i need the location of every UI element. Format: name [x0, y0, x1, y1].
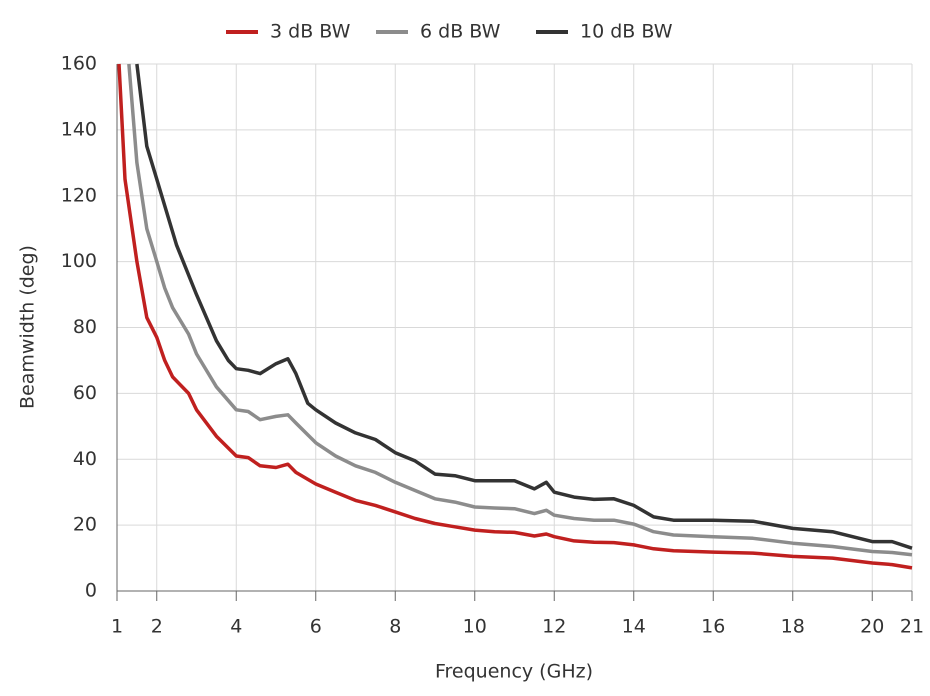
y-tick-label: 160: [61, 53, 97, 75]
y-tick-label: 100: [61, 250, 97, 272]
series-line: [117, 63, 913, 570]
y-tick-label: 140: [61, 118, 97, 140]
x-tick-label: 4: [230, 616, 242, 638]
y-tick-label: 20: [73, 514, 97, 536]
x-tick-label: 6: [310, 616, 322, 638]
x-tick-label: 16: [701, 616, 725, 638]
y-tick-label: 40: [73, 448, 97, 470]
legend-label: 6 dB BW: [420, 21, 501, 43]
x-tick-label: 14: [622, 616, 646, 638]
x-tick-label: 18: [781, 616, 805, 638]
y-tick-label: 120: [61, 184, 97, 206]
x-tick-label: 10: [463, 616, 487, 638]
y-tick-label: 0: [85, 580, 97, 602]
x-axis-label: Frequency (GHz): [435, 661, 593, 683]
y-tick-label: 60: [73, 382, 97, 404]
x-tick-label: 20: [860, 616, 884, 638]
y-axis-label: Beamwidth (deg): [17, 245, 39, 409]
x-tick-label: 21: [900, 616, 924, 638]
x-tick-label: 8: [389, 616, 401, 638]
legend-label: 10 dB BW: [580, 21, 673, 43]
x-tick-label: 12: [542, 616, 566, 638]
x-tick-label: 1: [111, 616, 123, 638]
series-line: [135, 63, 913, 550]
x-tick-label: 2: [151, 616, 163, 638]
y-tick-label: 80: [73, 316, 97, 338]
legend-label: 3 dB BW: [270, 21, 351, 43]
series-line: [127, 63, 913, 557]
